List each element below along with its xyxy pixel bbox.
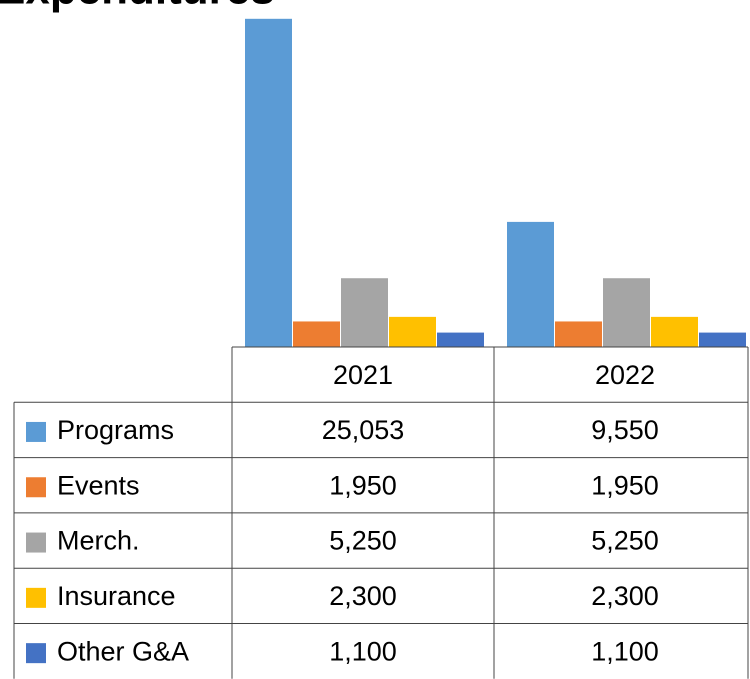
chart-title: Expenditures bbox=[0, 0, 275, 14]
legend-key bbox=[26, 421, 46, 442]
legend-key bbox=[26, 643, 46, 664]
table-value: 1,100 bbox=[329, 636, 397, 666]
table-value: 1,950 bbox=[591, 470, 659, 500]
legend-key bbox=[26, 532, 46, 553]
bar bbox=[699, 332, 746, 347]
bar bbox=[389, 316, 436, 347]
table-value: 1,100 bbox=[591, 636, 659, 666]
table-value: 2,300 bbox=[591, 581, 659, 611]
bar bbox=[507, 221, 554, 347]
legend-label: Events bbox=[57, 470, 140, 500]
table-value: 5,250 bbox=[329, 526, 397, 556]
legend-label: Other G&A bbox=[57, 636, 189, 666]
legend-label: Merch. bbox=[57, 526, 140, 556]
legend-key bbox=[26, 587, 46, 608]
bar bbox=[555, 321, 602, 347]
x-tick-label: 2022 bbox=[595, 360, 655, 390]
x-tick-label: 2021 bbox=[333, 360, 393, 390]
legend-key bbox=[26, 477, 46, 498]
bar bbox=[651, 316, 698, 347]
bar bbox=[603, 278, 650, 347]
legend-label: Insurance bbox=[57, 581, 176, 611]
table-value: 5,250 bbox=[591, 526, 659, 556]
table-value: 1,950 bbox=[329, 470, 397, 500]
table-value: 9,550 bbox=[591, 415, 659, 445]
bar bbox=[245, 18, 292, 348]
table-value: 25,053 bbox=[322, 415, 405, 445]
legend-label: Programs bbox=[57, 415, 174, 445]
bar bbox=[341, 278, 388, 347]
table-value: 2,300 bbox=[329, 581, 397, 611]
bar bbox=[437, 332, 484, 347]
bar bbox=[293, 321, 340, 347]
